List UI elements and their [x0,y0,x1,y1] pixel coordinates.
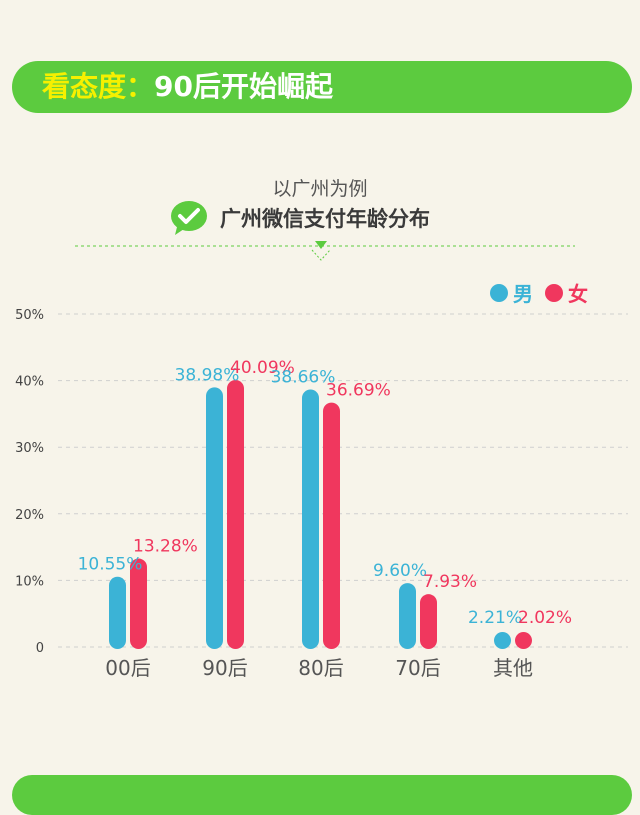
y-tick-label: 40% [15,375,44,390]
bar-female [130,558,147,649]
category-label: 80后 [298,656,343,680]
subtitle: 以广州为例 [272,178,368,200]
bars [109,380,532,649]
legend-label-male: 男 [513,282,533,306]
bar-male [302,389,319,649]
y-tick-label: 50% [15,308,44,323]
bar-male [494,632,511,649]
data-label-male: 9.60% [373,561,427,581]
wechat-icon [171,201,207,235]
y-tick-label: 30% [15,441,44,456]
chart-title-row: 广州微信支付年龄分布 [170,200,430,236]
chart-title: 广州微信支付年龄分布 [220,207,430,231]
data-label-male: 38.66% [271,368,336,388]
bar-female [515,632,532,649]
header-title-highlight: 看态度： [42,70,155,103]
bar-female [227,380,244,649]
category-label: 90后 [202,656,247,680]
data-label-female: 13.28% [133,537,198,557]
header-title: 看态度：90后开始崛起 [42,70,333,104]
category-label: 其他 [493,656,533,680]
legend-label-female: 女 [568,282,588,306]
y-tick-label: 0 [36,641,44,656]
header-title-rest: 90后开始崛起 [154,70,333,103]
bottom-banner [12,775,632,815]
data-label-female: 36.69% [326,381,391,401]
y-tick-label: 10% [15,574,44,589]
triangle-down-icon [315,241,327,249]
header-banner: 看态度：90后开始崛起 [12,61,632,113]
bar-chart: 0 10% 20% 30% 40% 50% 10.55%13.28% 00后 38.98%40… [15,241,628,680]
bar-male [206,387,223,649]
bar-female [323,402,340,649]
data-label-male: 10.55% [78,555,143,575]
legend-dot-male [490,283,508,302]
data-label-female: 40.09% [230,358,295,378]
category-label: 70后 [395,656,440,680]
legend-item-female: 女 [545,278,588,307]
title-divider [75,241,575,261]
legend: 男 女 [490,278,600,307]
data-label-female: 2.02% [518,608,572,628]
data-labels: 10.55%13.28% 00后 38.98%40.09% 90后 38.66%36.6… [78,358,572,680]
bar-male [109,576,126,649]
data-label-female: 7.93% [423,572,477,592]
bar-male [399,583,416,649]
data-label-male: 2.21% [468,608,522,628]
bar-female [420,594,437,649]
category-label: 00后 [105,656,150,680]
grid: 0 10% 20% 30% 40% 50% [15,308,628,656]
legend-dot-female [545,283,563,302]
legend-item-male: 男 [490,278,533,307]
data-label-male: 38.98% [175,365,240,385]
y-tick-label: 20% [15,508,44,523]
